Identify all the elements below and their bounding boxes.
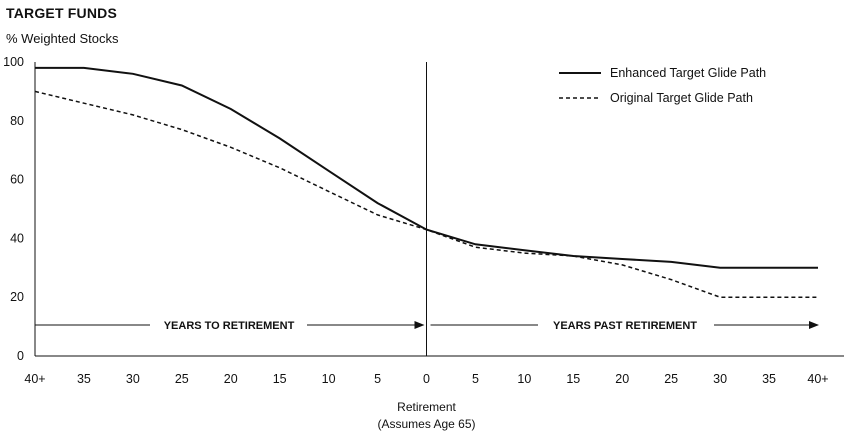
legend-original-label: Original Target Glide Path xyxy=(610,91,753,105)
chart-title: TARGET FUNDS xyxy=(6,5,118,21)
x-tick-label: 10 xyxy=(322,372,336,386)
years-past-retirement-label: YEARS PAST RETIREMENT xyxy=(553,320,697,332)
x-tick-label: 25 xyxy=(175,372,189,386)
x-axis-note: (Assumes Age 65) xyxy=(377,417,475,431)
x-tick-label: 40+ xyxy=(807,372,828,386)
y-tick-label: 60 xyxy=(10,173,24,187)
y-tick-label: 100 xyxy=(3,55,24,69)
y-tick-label: 0 xyxy=(17,349,24,363)
legend-enhanced-label: Enhanced Target Glide Path xyxy=(610,66,766,80)
x-tick-label: 20 xyxy=(224,372,238,386)
x-tick-label: 35 xyxy=(762,372,776,386)
original-glide-path-line xyxy=(34,90,818,298)
x-tick-label: 5 xyxy=(374,372,381,386)
x-axis-label: Retirement xyxy=(397,400,456,414)
x-tick-label: 15 xyxy=(566,372,580,386)
years-to-retirement-label: YEARS TO RETIREMENT xyxy=(164,320,295,332)
x-tick-label: 5 xyxy=(472,372,479,386)
x-tick-label: 0 xyxy=(423,372,430,386)
x-tick-label: 35 xyxy=(77,372,91,386)
y-tick-label: 40 xyxy=(10,231,24,245)
x-tick-label: 30 xyxy=(126,372,140,386)
y-tick-label: 80 xyxy=(10,114,24,128)
y-tick-label: 20 xyxy=(10,290,24,304)
x-tick-label: 20 xyxy=(615,372,629,386)
x-tick-label: 30 xyxy=(713,372,727,386)
x-tick-label: 15 xyxy=(273,372,287,386)
x-tick-label: 40+ xyxy=(24,372,45,386)
x-tick-label: 10 xyxy=(517,372,531,386)
x-tick-label: 25 xyxy=(664,372,678,386)
y-axis-label: % Weighted Stocks xyxy=(6,31,119,46)
